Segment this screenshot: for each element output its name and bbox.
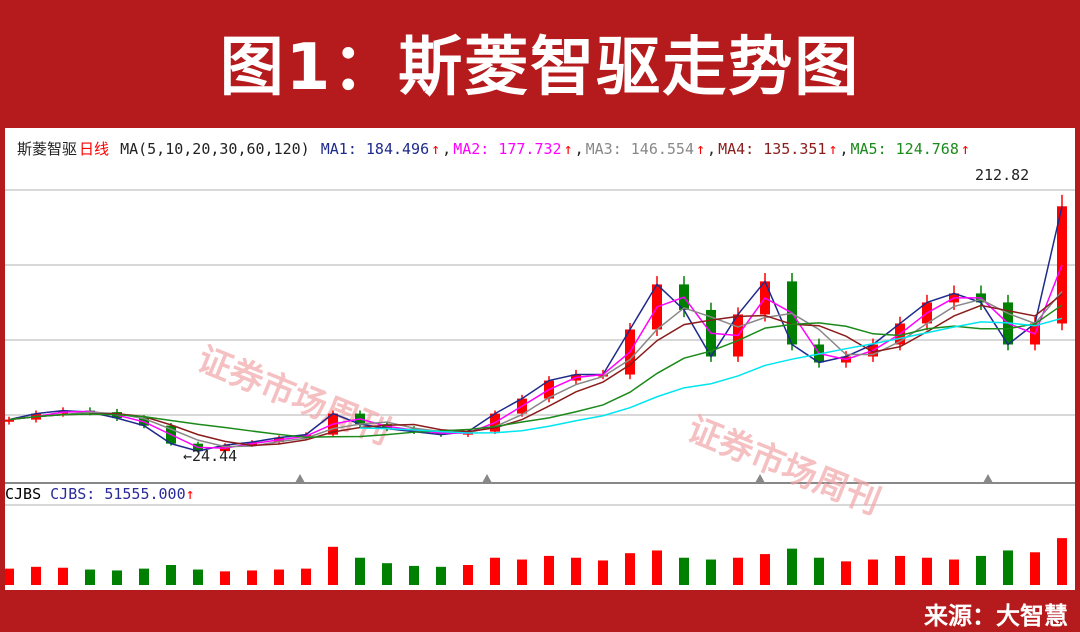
volume-bar [652, 550, 662, 585]
ma3-line [8, 290, 1063, 448]
separator: , [839, 140, 849, 158]
volume-bar [58, 567, 68, 585]
triangle-marker [755, 474, 765, 483]
period-label: 日线 [79, 140, 110, 158]
triangle-marker [983, 474, 993, 483]
stock-name: 斯菱智驱 [17, 140, 78, 158]
ma-params: MA(5,10,20,30,60,120) [120, 140, 310, 158]
volume-bar [679, 557, 689, 585]
volume-bar [814, 557, 824, 585]
separator: , [574, 140, 584, 158]
volume-bar [490, 557, 500, 585]
page-title: 图1：斯菱智驱走势图 [219, 31, 861, 105]
volume-bar [787, 548, 797, 585]
ma5-value: MA5: 124.768 [850, 140, 959, 158]
ma6-line [359, 317, 1063, 434]
volume-bar [220, 571, 230, 585]
source-label: 来源：大智慧 [924, 602, 1068, 630]
volume-bar [382, 563, 392, 585]
up-arrow-icon: ↑ [185, 485, 195, 503]
volume-bar [706, 559, 716, 585]
low-annotation: ←24.44 [183, 447, 237, 465]
volume-bar [544, 555, 554, 585]
volume-bar [166, 565, 176, 585]
volume-bar [436, 566, 446, 585]
volume-bars [5, 538, 1067, 585]
ma2-line [8, 264, 1063, 449]
volume-bar [85, 569, 95, 585]
high-annotation: 212.82 [975, 166, 1029, 184]
volume-bar [112, 570, 122, 585]
volume-bar [922, 557, 932, 585]
volume-bar [976, 555, 986, 585]
volume-bar [1030, 552, 1040, 585]
stock-chart: 证券市场周刊 证券市场周刊 ←24.44 212.82 [5, 166, 1075, 585]
up-arrow-icon: ↑ [431, 140, 441, 158]
volume-header: CJBS CJBS: 51555.000↑ [5, 485, 195, 503]
volume-bar [1003, 550, 1013, 585]
candle [598, 374, 608, 377]
volume-bar [760, 554, 770, 585]
volume-bar [247, 570, 257, 585]
triangle-marker [482, 474, 492, 483]
ma4-value: MA4: 135.351 [718, 140, 827, 158]
volume-bar [463, 565, 473, 585]
volume-bar [355, 557, 365, 585]
ma3-value: MA3: 146.554 [585, 140, 694, 158]
volume-bar [949, 559, 959, 585]
ma4-line [8, 293, 1063, 447]
volume-bar [409, 565, 419, 585]
volume-bar [571, 557, 581, 585]
volume-value: CJBS: 51555.000 [50, 485, 186, 503]
moving-averages [8, 206, 1063, 452]
chart-panel: 证券市场周刊 证券市场周刊 ←24.44 212.82 斯菱智驱 日线 MA(5,… [5, 128, 1075, 590]
volume-bar [625, 553, 635, 585]
triangle-marker [295, 474, 305, 483]
volume-bar [31, 566, 41, 585]
volume-bar [5, 568, 14, 585]
volume-bar [301, 568, 311, 585]
candles [5, 194, 1067, 453]
up-arrow-icon: ↑ [696, 140, 706, 158]
separator: , [442, 140, 452, 158]
volume-name: CJBS [5, 485, 42, 503]
volume-bar [868, 559, 878, 585]
ma1-value: MA1: 184.496 [320, 140, 430, 158]
separator: , [707, 140, 717, 158]
volume-bar [598, 560, 608, 585]
volume-bar [1057, 538, 1067, 585]
volume-bar [841, 561, 851, 585]
up-arrow-icon: ↑ [563, 140, 573, 158]
volume-bar [193, 569, 203, 585]
volume-bar [733, 557, 743, 585]
volume-bar [895, 555, 905, 585]
volume-bar [517, 559, 527, 585]
gridlines [5, 189, 1075, 506]
volume-bar [139, 568, 149, 585]
candle [5, 419, 14, 422]
volume-bar [274, 569, 284, 585]
ma2-value: MA2: 177.732 [453, 140, 562, 158]
ma5-line [8, 304, 1063, 439]
up-arrow-icon: ↑ [960, 140, 970, 158]
volume-bar [328, 546, 338, 585]
chart-header: 斯菱智驱 日线 MA(5,10,20,30,60,120) MA1: 184.49… [17, 138, 974, 159]
up-arrow-icon: ↑ [828, 140, 838, 158]
